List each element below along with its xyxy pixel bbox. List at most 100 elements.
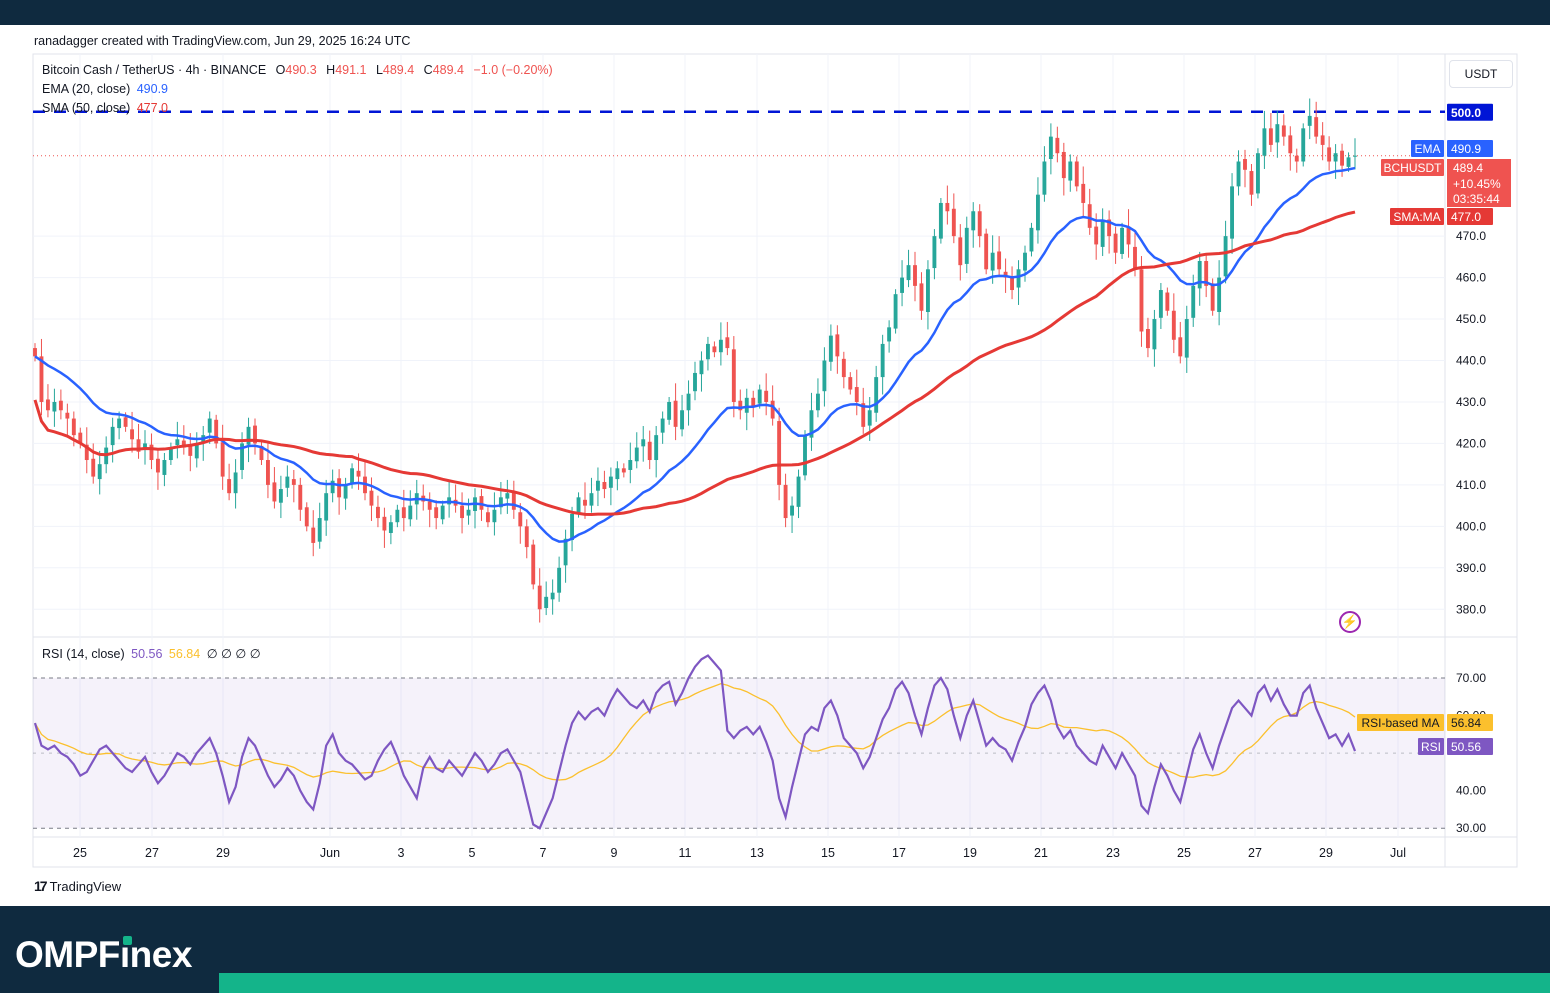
- legend-symbol-row[interactable]: Bitcoin Cash / TetherUS · 4h · BINANCE O…: [42, 63, 553, 77]
- sma-tag-label-text: SMA:MA: [1393, 210, 1440, 224]
- date-tick-label: 27: [145, 846, 159, 860]
- legend-ema-row[interactable]: EMA (20, close) 490.9: [42, 82, 168, 96]
- legend-sma-label[interactable]: SMA (50, close): [42, 101, 131, 115]
- legend-open-label: O: [275, 63, 286, 77]
- candle-body: [78, 432, 83, 444]
- top-bar: [0, 0, 1550, 25]
- ema-tag-label-bg: [1411, 140, 1444, 157]
- candle-body: [997, 251, 1002, 270]
- legend-rsi-extra: ∅ ∅ ∅ ∅: [206, 647, 261, 661]
- legend-low: 489.4: [382, 63, 415, 77]
- legend-change: −1.0 (−0.20%): [473, 63, 553, 77]
- legend-low-label: L: [375, 63, 383, 77]
- legend-rsi-row[interactable]: RSI (14, close) 50.56 56.84 ∅ ∅ ∅ ∅: [42, 646, 261, 661]
- candle-body: [971, 211, 976, 231]
- candle-body: [531, 544, 536, 585]
- candle-body: [304, 507, 309, 527]
- candle-body: [337, 478, 342, 498]
- candle-body: [376, 506, 380, 519]
- candle-body: [990, 252, 995, 271]
- candle-body: [900, 277, 904, 293]
- tradingview-logo: 17 TradingView: [34, 878, 121, 894]
- candle-body: [557, 567, 562, 593]
- rsi-ma-tag-value-bg: [1447, 714, 1493, 731]
- candle-body: [52, 401, 57, 412]
- candle-body: [1074, 161, 1079, 187]
- price-tick-label: 460.0: [1456, 271, 1486, 285]
- candle-body: [1301, 128, 1306, 162]
- candle-body: [1023, 252, 1027, 271]
- candle-body: [136, 439, 141, 452]
- sma-tag-value: 477.0: [1447, 208, 1493, 225]
- candle-body: [1256, 153, 1260, 194]
- candle-body: [731, 349, 736, 402]
- level-500-tag-text: 500.0: [1451, 106, 1481, 120]
- candle-body: [615, 468, 620, 480]
- legend-open: 490.3: [285, 63, 317, 77]
- candle-body: [440, 505, 445, 520]
- brand-post: nex: [129, 934, 193, 975]
- candle-body: [718, 339, 723, 353]
- candle-body: [828, 335, 833, 362]
- candle-body: [58, 400, 63, 411]
- candle-body: [680, 410, 684, 430]
- candle-body: [874, 377, 879, 413]
- legend-close-label: C: [423, 63, 433, 77]
- flash-icon[interactable]: ⚡: [1339, 611, 1361, 633]
- currency-selector[interactable]: USDT: [1449, 60, 1513, 88]
- candle-body: [926, 269, 930, 313]
- candle-body: [938, 202, 943, 239]
- candle-body: [505, 493, 510, 499]
- candle-body: [408, 505, 413, 520]
- candle-body: [544, 596, 549, 609]
- candle-body: [712, 346, 717, 353]
- rsi-line: [33, 654, 1357, 830]
- candle-body: [1016, 269, 1021, 288]
- legend-rsi-label[interactable]: RSI (14, close): [42, 647, 125, 661]
- symbol-tag-label-text: BCHUSDT: [1383, 161, 1442, 175]
- tradingview-mark-icon: 17: [34, 878, 48, 894]
- candle-body: [1055, 137, 1060, 154]
- candle-body: [1094, 226, 1099, 245]
- indicator-lines: [33, 166, 1357, 830]
- candle-body: [919, 283, 924, 311]
- candle-body: [168, 447, 173, 461]
- candle-body: [110, 426, 115, 446]
- candle-body: [796, 476, 801, 507]
- candle-body: [1152, 319, 1157, 350]
- brand-i-dot: [122, 936, 132, 945]
- candle-body: [356, 470, 361, 477]
- candle-body: [285, 476, 290, 488]
- price-tick-label: 430.0: [1456, 395, 1486, 409]
- candle-body: [188, 446, 193, 456]
- candle-body: [1307, 115, 1312, 126]
- candle-body: [518, 512, 523, 527]
- candle-body: [816, 393, 820, 411]
- rsi-ma-tag-label-bg: [1357, 714, 1444, 731]
- candle-body: [486, 512, 490, 523]
- candle-body: [628, 460, 633, 470]
- candle-body: [1113, 233, 1118, 253]
- candle-body: [880, 343, 885, 378]
- candle-body: [175, 439, 180, 446]
- price-tag: 489.4 +10.45%03:35:44: [1447, 159, 1511, 207]
- price-tick-label: 470.0: [1456, 229, 1486, 243]
- candle-body: [427, 501, 432, 510]
- rsi-ma-tag-value: 56.84: [1447, 714, 1493, 731]
- legend-sma-row[interactable]: SMA (50, close) 477.0: [42, 101, 168, 115]
- legend-ema-label[interactable]: EMA (20, close): [42, 82, 131, 96]
- candle-body: [738, 400, 743, 411]
- legend-symbol[interactable]: Bitcoin Cash / TetherUS · 4h · BINANCE: [42, 63, 267, 77]
- candle-body: [1327, 147, 1332, 162]
- rsi-ma-line: [34, 682, 1356, 781]
- legend-ema-value: 490.9: [136, 82, 168, 96]
- candle-body: [46, 399, 50, 411]
- candle-body: [181, 440, 186, 448]
- candle-body: [91, 458, 96, 477]
- candle-body: [563, 538, 568, 566]
- candle-body: [1068, 161, 1073, 181]
- candle-body: [660, 418, 665, 433]
- candle-body: [634, 447, 639, 462]
- candle-body: [893, 294, 898, 329]
